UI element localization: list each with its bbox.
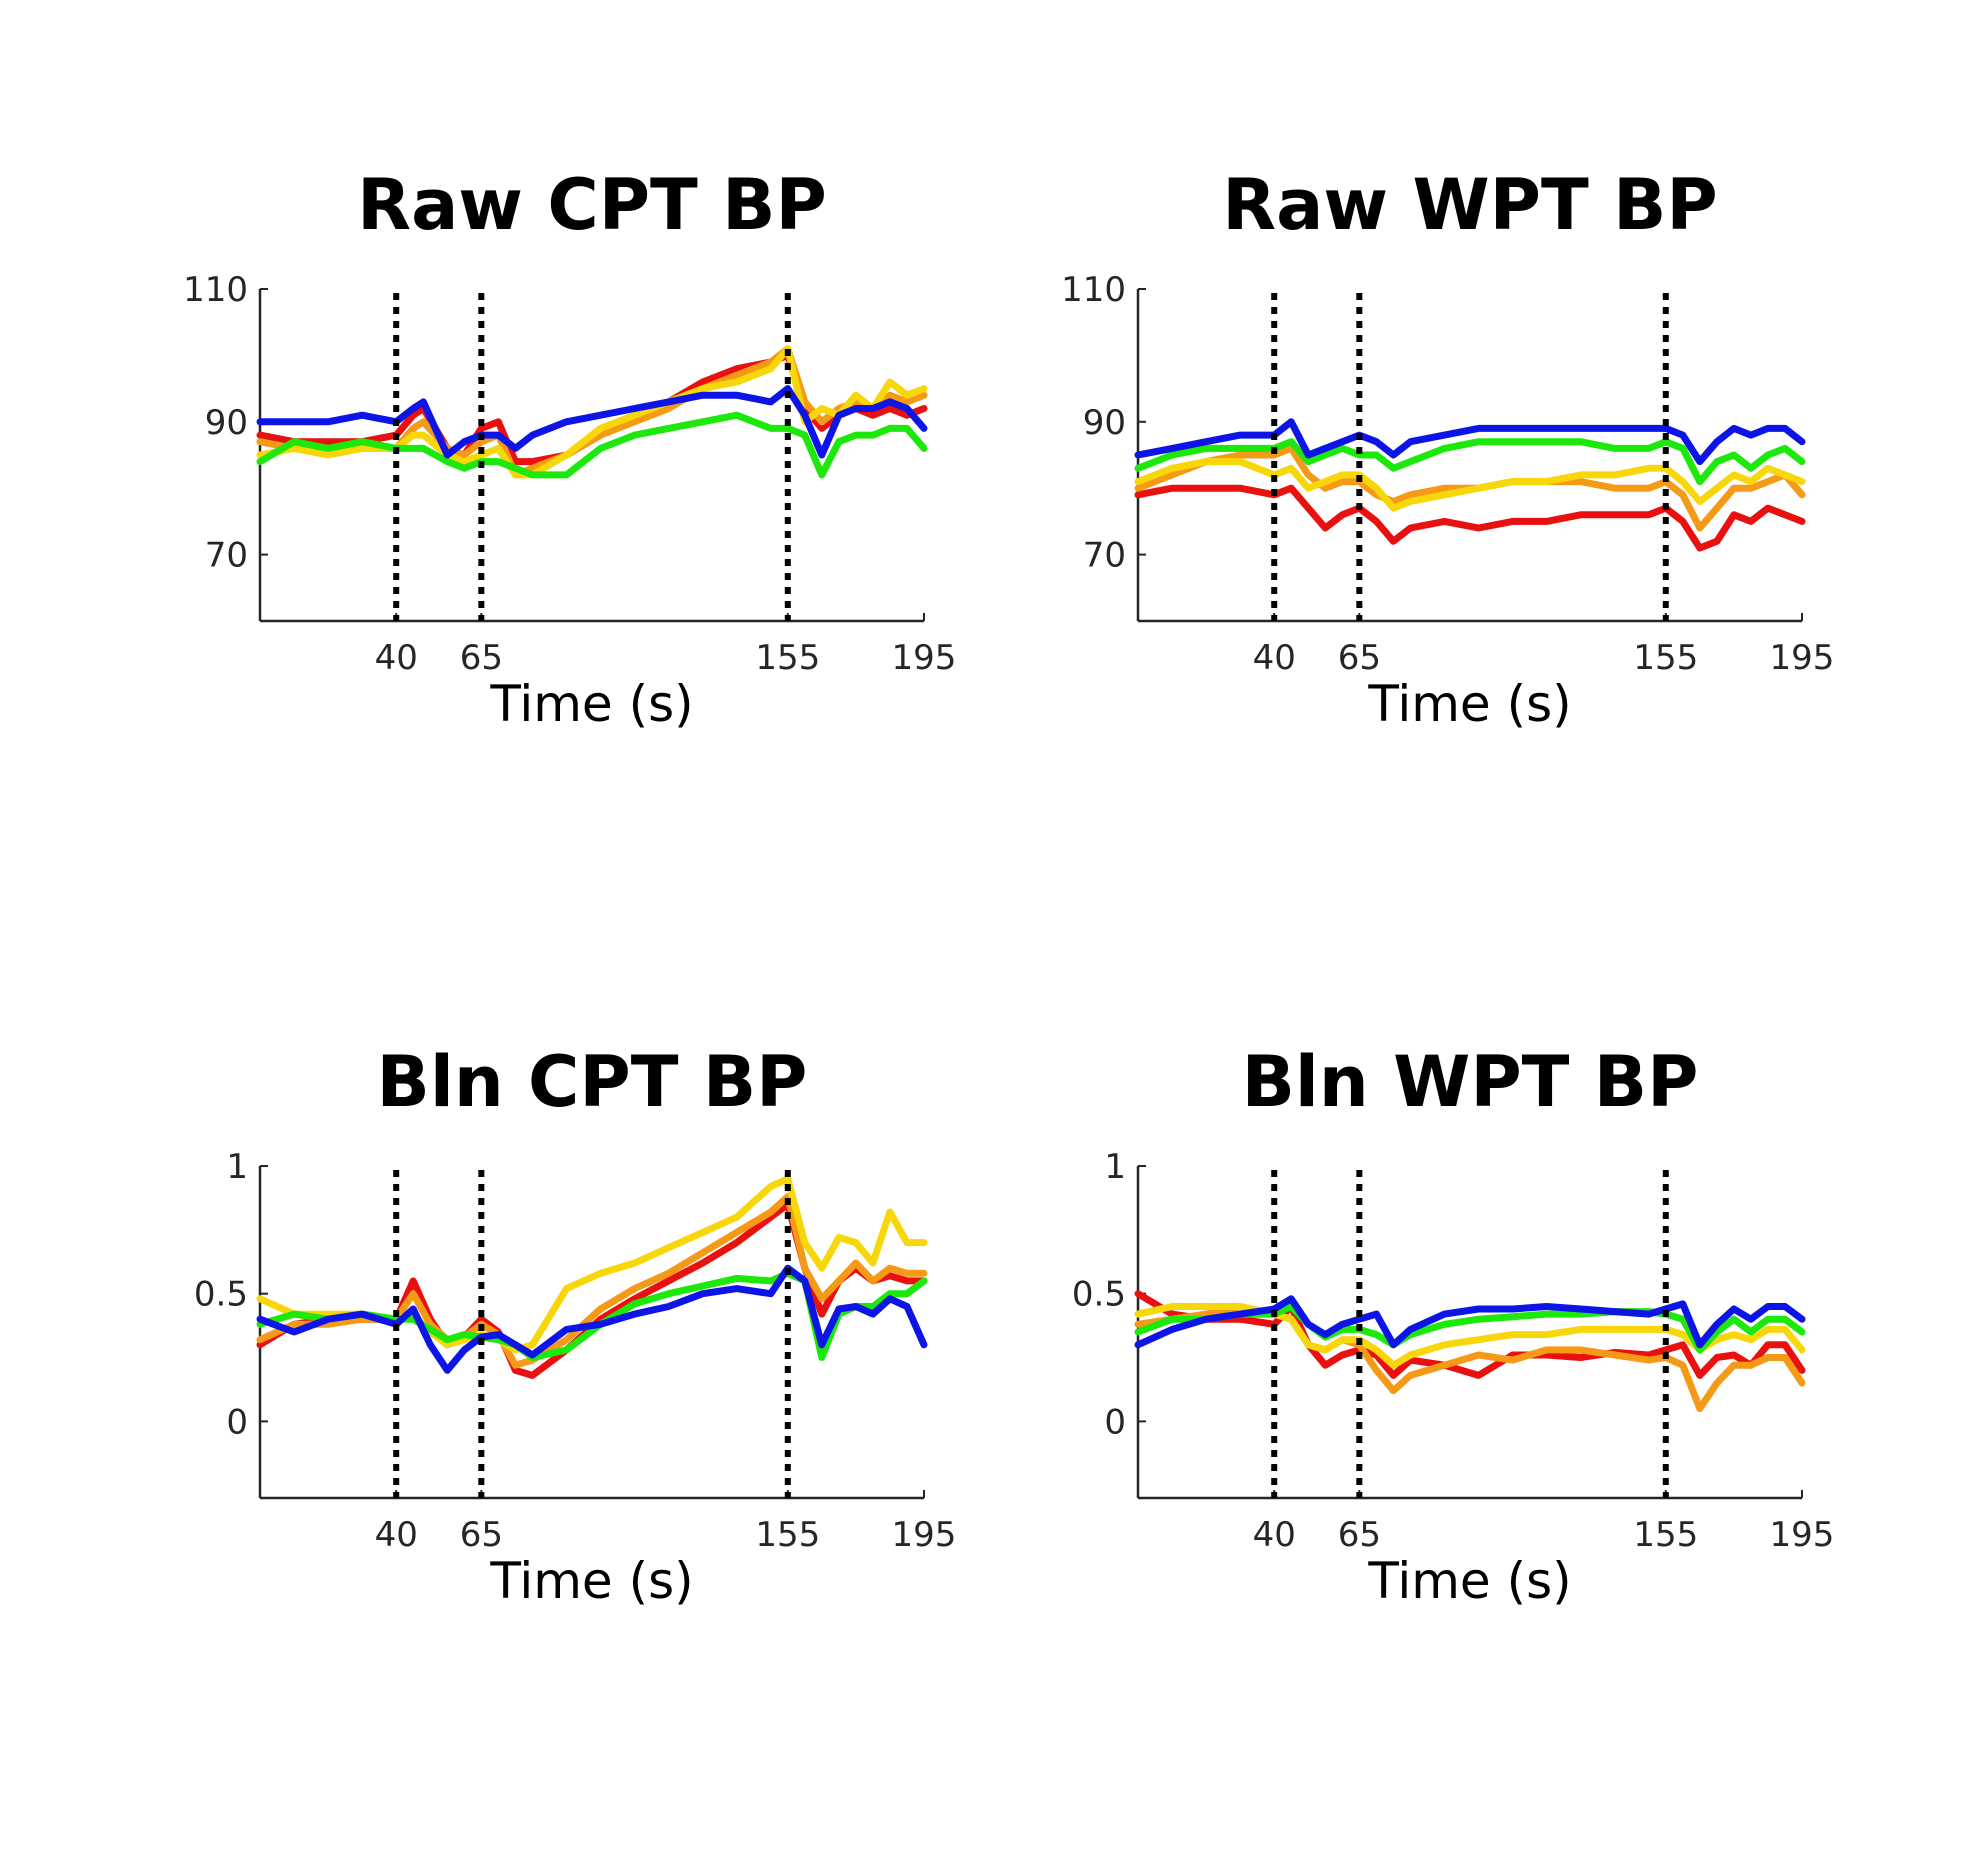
x-tick-label: 40 — [1253, 638, 1296, 678]
series-line-yellow — [256, 345, 928, 479]
x-axis-label: Time (s) — [1367, 675, 1571, 733]
y-tick-label: 110 — [1061, 270, 1126, 310]
x-tick-label: 40 — [1253, 1515, 1296, 1555]
chart-title: Raw WPT BP — [1222, 164, 1717, 246]
subplot-3: Bln CPT BP 0 0.5 1 40 65 155 195 Time (s) — [194, 1041, 957, 1610]
x-tick-label: 195 — [892, 638, 957, 678]
y-tick-label: 90 — [1083, 403, 1126, 443]
x-tick-label: 40 — [375, 1515, 418, 1555]
y-tick-label: 0.5 — [194, 1275, 248, 1315]
y-tick-label: 70 — [205, 536, 248, 576]
y-tick-label: 0.5 — [1072, 1275, 1126, 1315]
x-tick-label: 65 — [1338, 1515, 1381, 1555]
y-tick-label: 0 — [226, 1402, 248, 1442]
chart-title: Bln CPT BP — [376, 1041, 807, 1123]
chart-title: Bln WPT BP — [1242, 1041, 1699, 1123]
x-tick-label: 65 — [1338, 638, 1381, 678]
y-tick-label: 0 — [1104, 1402, 1126, 1442]
x-tick-label: 195 — [1770, 638, 1835, 678]
y-tick-label: 110 — [183, 270, 248, 310]
x-tick-label: 155 — [755, 1515, 820, 1555]
x-tick-label: 65 — [460, 1515, 503, 1555]
subplot-2: Raw WPT BP 70 90 110 40 65 155 195 Time (s) — [1061, 164, 1834, 733]
series-line-yellow — [1134, 458, 1806, 512]
chart-title: Raw CPT BP — [357, 164, 827, 246]
x-axis-label: Time (s) — [1367, 1552, 1571, 1610]
series-line-orange — [256, 1193, 928, 1369]
x-tick-label: 195 — [1770, 1515, 1835, 1555]
subplot-4: Bln WPT BP 0 0.5 1 40 65 155 195 Time (s) — [1072, 1041, 1835, 1610]
series-line-blue — [1134, 418, 1806, 466]
x-axis-label: Time (s) — [489, 1552, 693, 1610]
series-line-red — [1134, 484, 1806, 552]
y-tick-label: 70 — [1083, 536, 1126, 576]
series-line-green — [1134, 438, 1806, 486]
y-tick-label: 1 — [226, 1147, 248, 1187]
series-line-blue — [1134, 1295, 1806, 1349]
subplot-1: Raw CPT BP 70 90 110 40 65 155 195 Time (s) — [183, 164, 956, 733]
x-axis-label: Time (s) — [489, 675, 693, 733]
x-tick-label: 40 — [375, 638, 418, 678]
series-line-blue — [256, 385, 928, 459]
series-line-green — [1134, 1303, 1806, 1354]
series-line-yellow — [1134, 1303, 1806, 1369]
x-tick-label: 155 — [755, 638, 820, 678]
x-tick-label: 155 — [1633, 1515, 1698, 1555]
x-tick-label: 65 — [460, 638, 503, 678]
y-tick-label: 90 — [205, 403, 248, 443]
series-line-green — [256, 411, 928, 479]
x-tick-label: 155 — [1633, 638, 1698, 678]
series-line-blue — [256, 1264, 928, 1374]
y-tick-label: 1 — [1104, 1147, 1126, 1187]
x-tick-label: 195 — [892, 1515, 957, 1555]
